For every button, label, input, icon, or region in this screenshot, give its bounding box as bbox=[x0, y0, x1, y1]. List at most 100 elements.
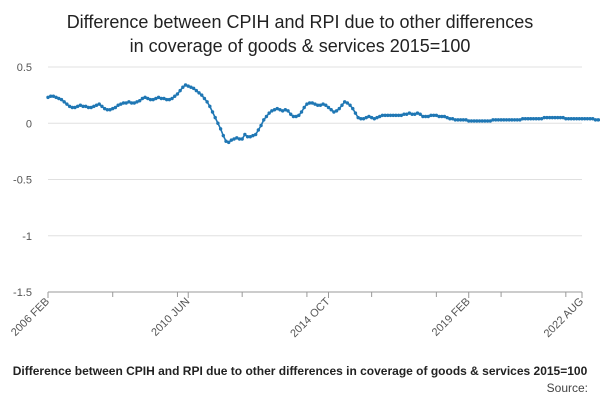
data-point bbox=[297, 113, 301, 118]
data-point bbox=[510, 118, 514, 122]
data-point bbox=[178, 88, 182, 93]
data-point bbox=[431, 113, 436, 118]
data-point bbox=[542, 115, 546, 120]
series-layer bbox=[46, 83, 600, 145]
data-point bbox=[264, 114, 269, 119]
data-point bbox=[399, 113, 403, 118]
data-point bbox=[342, 100, 347, 104]
data-point bbox=[564, 117, 568, 121]
data-point bbox=[334, 109, 339, 113]
data-point bbox=[151, 97, 155, 102]
data-point bbox=[94, 103, 99, 107]
data-point bbox=[299, 110, 304, 114]
data-point bbox=[159, 96, 163, 101]
data-point bbox=[194, 88, 199, 93]
data-point bbox=[585, 117, 590, 121]
data-point bbox=[413, 112, 417, 116]
data-point bbox=[70, 105, 74, 110]
data-point bbox=[410, 112, 414, 116]
data-point bbox=[210, 110, 215, 114]
data-point bbox=[75, 104, 80, 109]
data-point bbox=[558, 115, 563, 120]
data-point bbox=[240, 137, 244, 141]
data-point bbox=[62, 100, 66, 104]
data-point bbox=[173, 94, 177, 98]
data-point bbox=[448, 117, 452, 121]
data-point bbox=[329, 108, 333, 112]
data-point bbox=[526, 117, 530, 121]
data-point bbox=[574, 117, 579, 121]
data-point bbox=[227, 140, 231, 145]
data-point bbox=[316, 103, 320, 107]
data-point bbox=[256, 128, 261, 132]
data-point bbox=[310, 101, 314, 105]
data-point bbox=[553, 115, 557, 120]
data-point bbox=[235, 136, 239, 140]
data-point bbox=[135, 100, 139, 104]
data-point bbox=[86, 105, 91, 110]
data-point bbox=[456, 118, 460, 122]
data-point bbox=[132, 101, 136, 105]
data-point bbox=[437, 114, 441, 119]
data-point bbox=[531, 117, 536, 121]
data-point bbox=[100, 104, 104, 109]
footer-series-label: Difference between CPIH and RPI due to o… bbox=[12, 364, 588, 378]
data-point bbox=[391, 113, 395, 118]
data-point bbox=[359, 117, 363, 121]
data-point bbox=[253, 132, 258, 137]
data-point bbox=[305, 102, 309, 106]
data-point bbox=[294, 114, 298, 119]
data-point bbox=[156, 95, 161, 100]
data-point bbox=[580, 117, 584, 121]
data-point bbox=[378, 114, 382, 119]
data-point bbox=[81, 104, 85, 109]
data-point bbox=[464, 118, 468, 122]
data-point bbox=[127, 100, 131, 104]
data-point bbox=[275, 106, 279, 111]
data-point bbox=[566, 117, 571, 121]
data-point bbox=[46, 95, 50, 100]
data-point bbox=[65, 102, 69, 106]
data-point bbox=[92, 104, 96, 109]
data-point bbox=[175, 92, 180, 96]
data-point bbox=[332, 110, 336, 114]
data-point bbox=[491, 118, 495, 122]
data-point bbox=[591, 117, 595, 121]
data-point bbox=[49, 94, 53, 98]
data-point bbox=[494, 118, 498, 122]
data-point bbox=[450, 117, 455, 121]
data-point bbox=[262, 118, 266, 122]
data-point bbox=[129, 101, 134, 105]
data-point bbox=[351, 106, 355, 111]
data-point bbox=[183, 83, 188, 87]
data-point bbox=[302, 105, 306, 110]
data-point bbox=[124, 101, 128, 105]
data-point bbox=[547, 115, 552, 120]
data-point bbox=[550, 115, 555, 120]
data-point bbox=[394, 113, 398, 118]
data-point bbox=[480, 119, 484, 123]
data-point bbox=[348, 103, 352, 107]
data-point bbox=[523, 117, 528, 121]
data-point bbox=[426, 114, 430, 119]
data-point bbox=[189, 85, 193, 89]
data-point bbox=[442, 114, 447, 119]
data-point bbox=[170, 96, 174, 101]
x-tick-label: 2022 AUG bbox=[542, 296, 586, 340]
data-point bbox=[221, 133, 225, 138]
data-point bbox=[475, 119, 479, 123]
data-point bbox=[539, 117, 544, 121]
data-point bbox=[191, 86, 196, 91]
data-point bbox=[461, 118, 466, 122]
data-point bbox=[537, 117, 541, 121]
data-point bbox=[186, 84, 190, 88]
data-point bbox=[283, 108, 288, 112]
x-tick-label: 2006 FEB bbox=[9, 296, 52, 339]
data-point bbox=[402, 112, 406, 116]
data-point bbox=[356, 115, 360, 120]
data-point bbox=[237, 137, 242, 141]
data-point bbox=[326, 105, 331, 110]
data-point bbox=[512, 118, 517, 122]
data-point bbox=[440, 114, 444, 119]
